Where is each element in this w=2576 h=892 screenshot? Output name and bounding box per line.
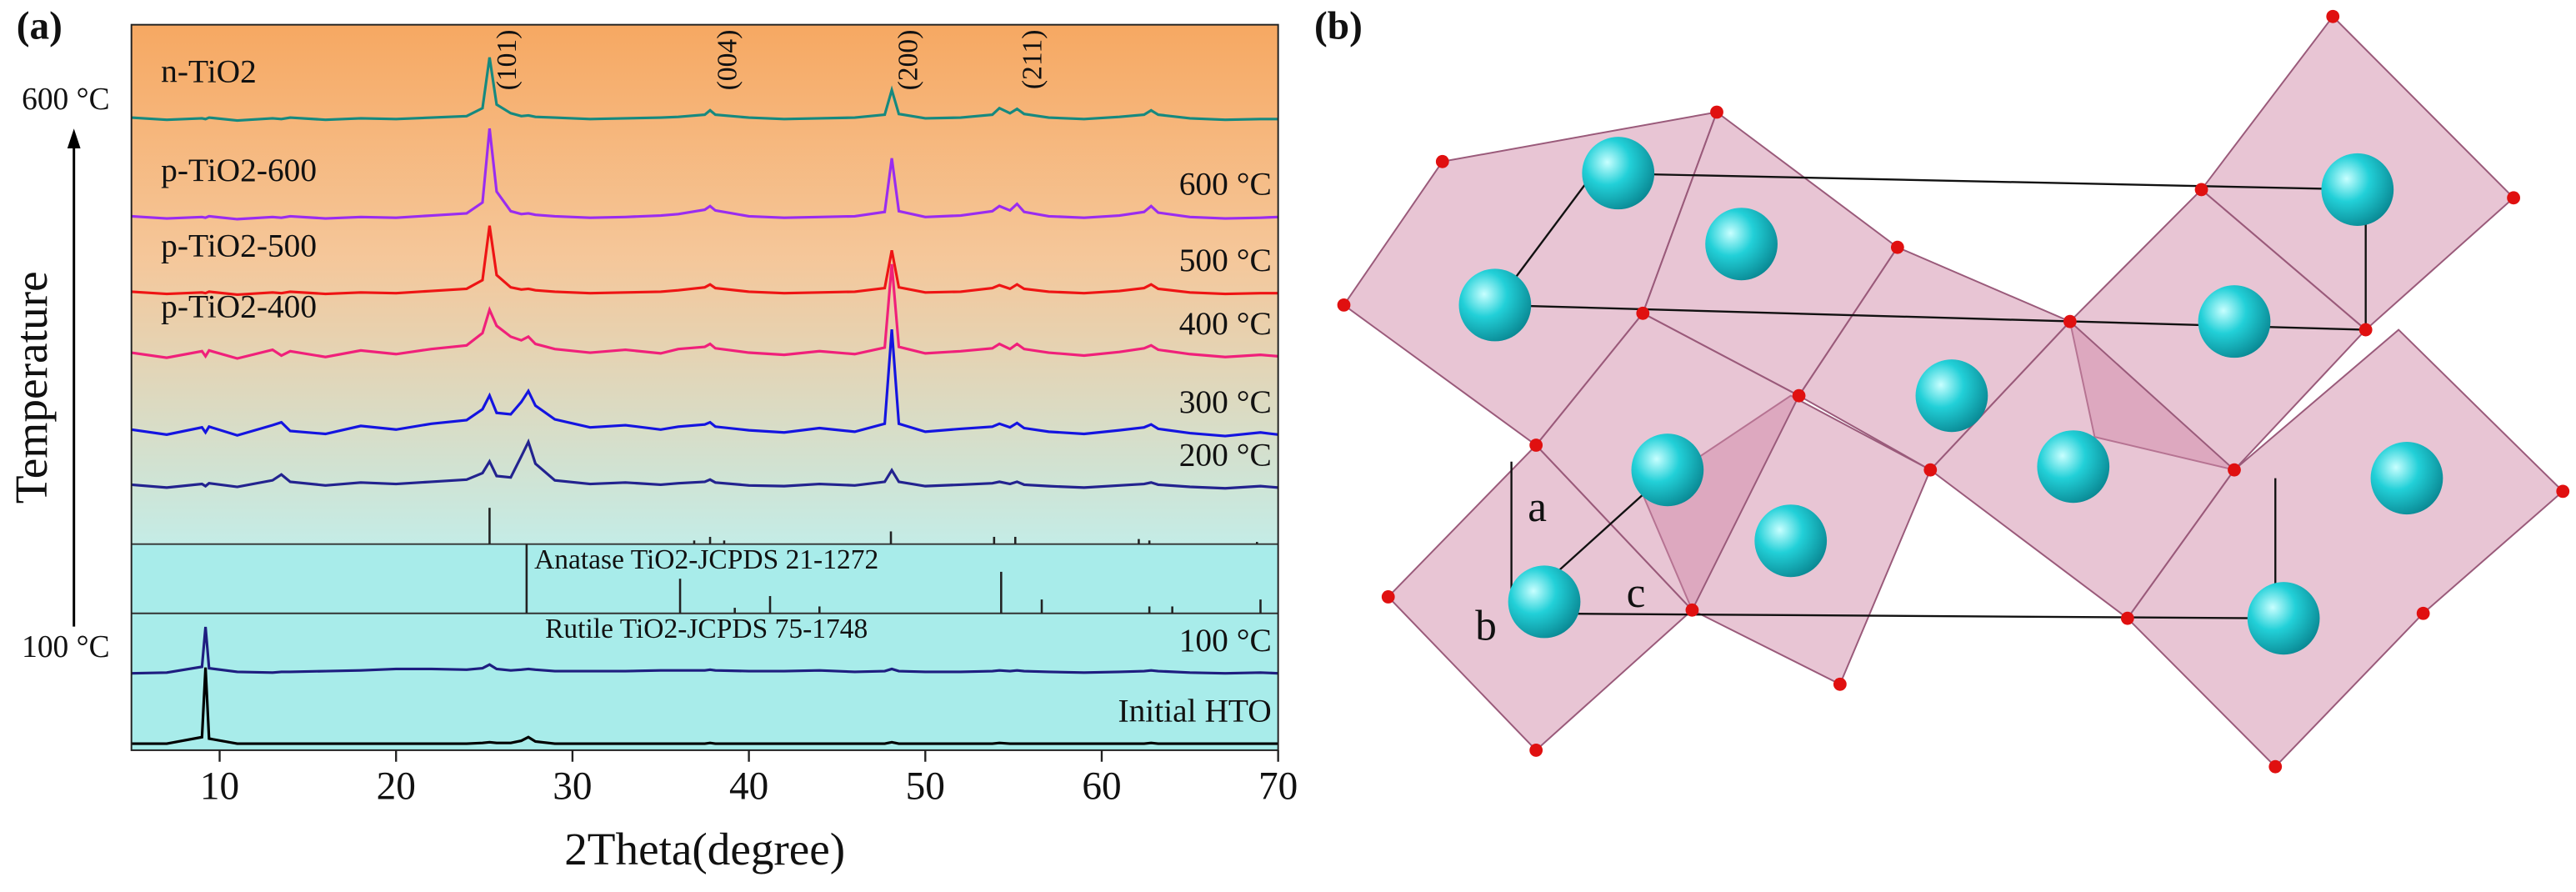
cell-edge (1511, 612, 2276, 619)
series-name: p-TiO2-600 (161, 152, 317, 188)
o-atom (1890, 240, 1904, 254)
x-tick-label: 20 (377, 764, 416, 808)
peak-label: (004) (712, 30, 743, 91)
series-name: p-TiO2-400 (161, 288, 317, 325)
series-tag: 100 °C (1179, 622, 1272, 659)
o-atom (2194, 183, 2208, 197)
xrd-pattern (131, 128, 1278, 221)
oxygen-atoms (1337, 9, 2570, 774)
ti-atom (2037, 430, 2110, 504)
ti-atom (2370, 442, 2443, 515)
peak-label: (101) (492, 30, 523, 91)
o-atom (1833, 677, 1847, 691)
ti-atom (2247, 582, 2320, 655)
y-arrow-head (67, 128, 81, 149)
axis-label: c (1627, 569, 1646, 617)
series-tag: 300 °C (1179, 383, 1272, 420)
o-atom (1792, 388, 1806, 403)
xrd-pattern (131, 626, 1278, 675)
plot-background (131, 24, 1278, 544)
atoms (1458, 137, 2443, 655)
o-atom (2268, 759, 2283, 774)
ti-atom (1508, 565, 1581, 639)
xrd-pattern (131, 57, 1278, 123)
ti-atom (1915, 359, 1988, 433)
ti-atom (1582, 137, 1655, 210)
ti-atom (2321, 153, 2394, 226)
o-atom (1710, 105, 1723, 119)
panel-label: (a) (17, 4, 63, 48)
reference-label: Rutile TiO2-JCPDS 75-1748 (545, 614, 868, 644)
o-atom (2326, 9, 2340, 23)
reference-background (131, 544, 1278, 750)
o-atom (2358, 323, 2373, 337)
ti-atom (2198, 285, 2271, 358)
o-atom (2120, 611, 2134, 625)
xrd-pattern (131, 438, 1278, 490)
panel-label: (b) (1314, 4, 1363, 48)
o-atom (2556, 484, 2570, 499)
series-tag: Initial HTO (1118, 692, 1271, 729)
o-atom (1337, 298, 1351, 312)
o-atom (2228, 463, 2241, 477)
peak-label: (200) (893, 30, 923, 91)
y-axis-start: 100 °C (22, 630, 109, 664)
o-atom (2063, 314, 2077, 328)
o-atom (1529, 438, 1543, 452)
ti-atom (1458, 268, 1532, 342)
plot: Anatase TiO2-JCPDS 21-1272 Rutile TiO2-JC… (130, 23, 1298, 808)
series-tag: 400 °C (1179, 305, 1272, 342)
ti-atom (1631, 433, 1704, 507)
o-atom (1923, 463, 1938, 477)
xrd-pattern (131, 225, 1278, 296)
xrd-pattern (131, 329, 1278, 438)
xrd-pattern (131, 263, 1278, 360)
xrd-pattern (131, 667, 1278, 745)
x-tick-label: 30 (553, 764, 592, 808)
y-axis-title: Temperature (6, 271, 57, 504)
x-tick-label: 70 (1258, 764, 1298, 808)
o-atom (1685, 603, 1699, 617)
x-tick-label: 50 (906, 764, 945, 808)
o-atom (1381, 590, 1395, 604)
reference-label: Anatase TiO2-JCPDS 21-1272 (534, 544, 878, 575)
cell-edge (1593, 172, 2366, 191)
y-axis-end: 600 °C (22, 83, 109, 117)
o-atom (1435, 154, 1449, 168)
o-atom (2507, 191, 2520, 205)
axis-label: b (1475, 602, 1497, 649)
plot-frame (130, 23, 1279, 751)
o-atom (1636, 306, 1650, 320)
x-axis-title: 2Theta(degree) (564, 824, 845, 874)
series-name: n-TiO2 (161, 53, 257, 90)
o-atom (1529, 743, 1543, 757)
axis-label: a (1528, 484, 1547, 531)
o-atom (2416, 606, 2430, 620)
peak-label: (211) (1018, 30, 1048, 90)
ti-atom (1754, 504, 1828, 578)
x-tick-label: 10 (200, 764, 239, 808)
x-tick-label: 60 (1082, 764, 1121, 808)
x-tick-label: 40 (729, 764, 768, 808)
series-tag: 200 °C (1179, 436, 1272, 473)
series-name: p-TiO2-500 (161, 228, 317, 264)
series-tag: 500 °C (1179, 242, 1272, 278)
series-tag: 600 °C (1179, 166, 1272, 203)
ti-atom (1705, 208, 1778, 281)
